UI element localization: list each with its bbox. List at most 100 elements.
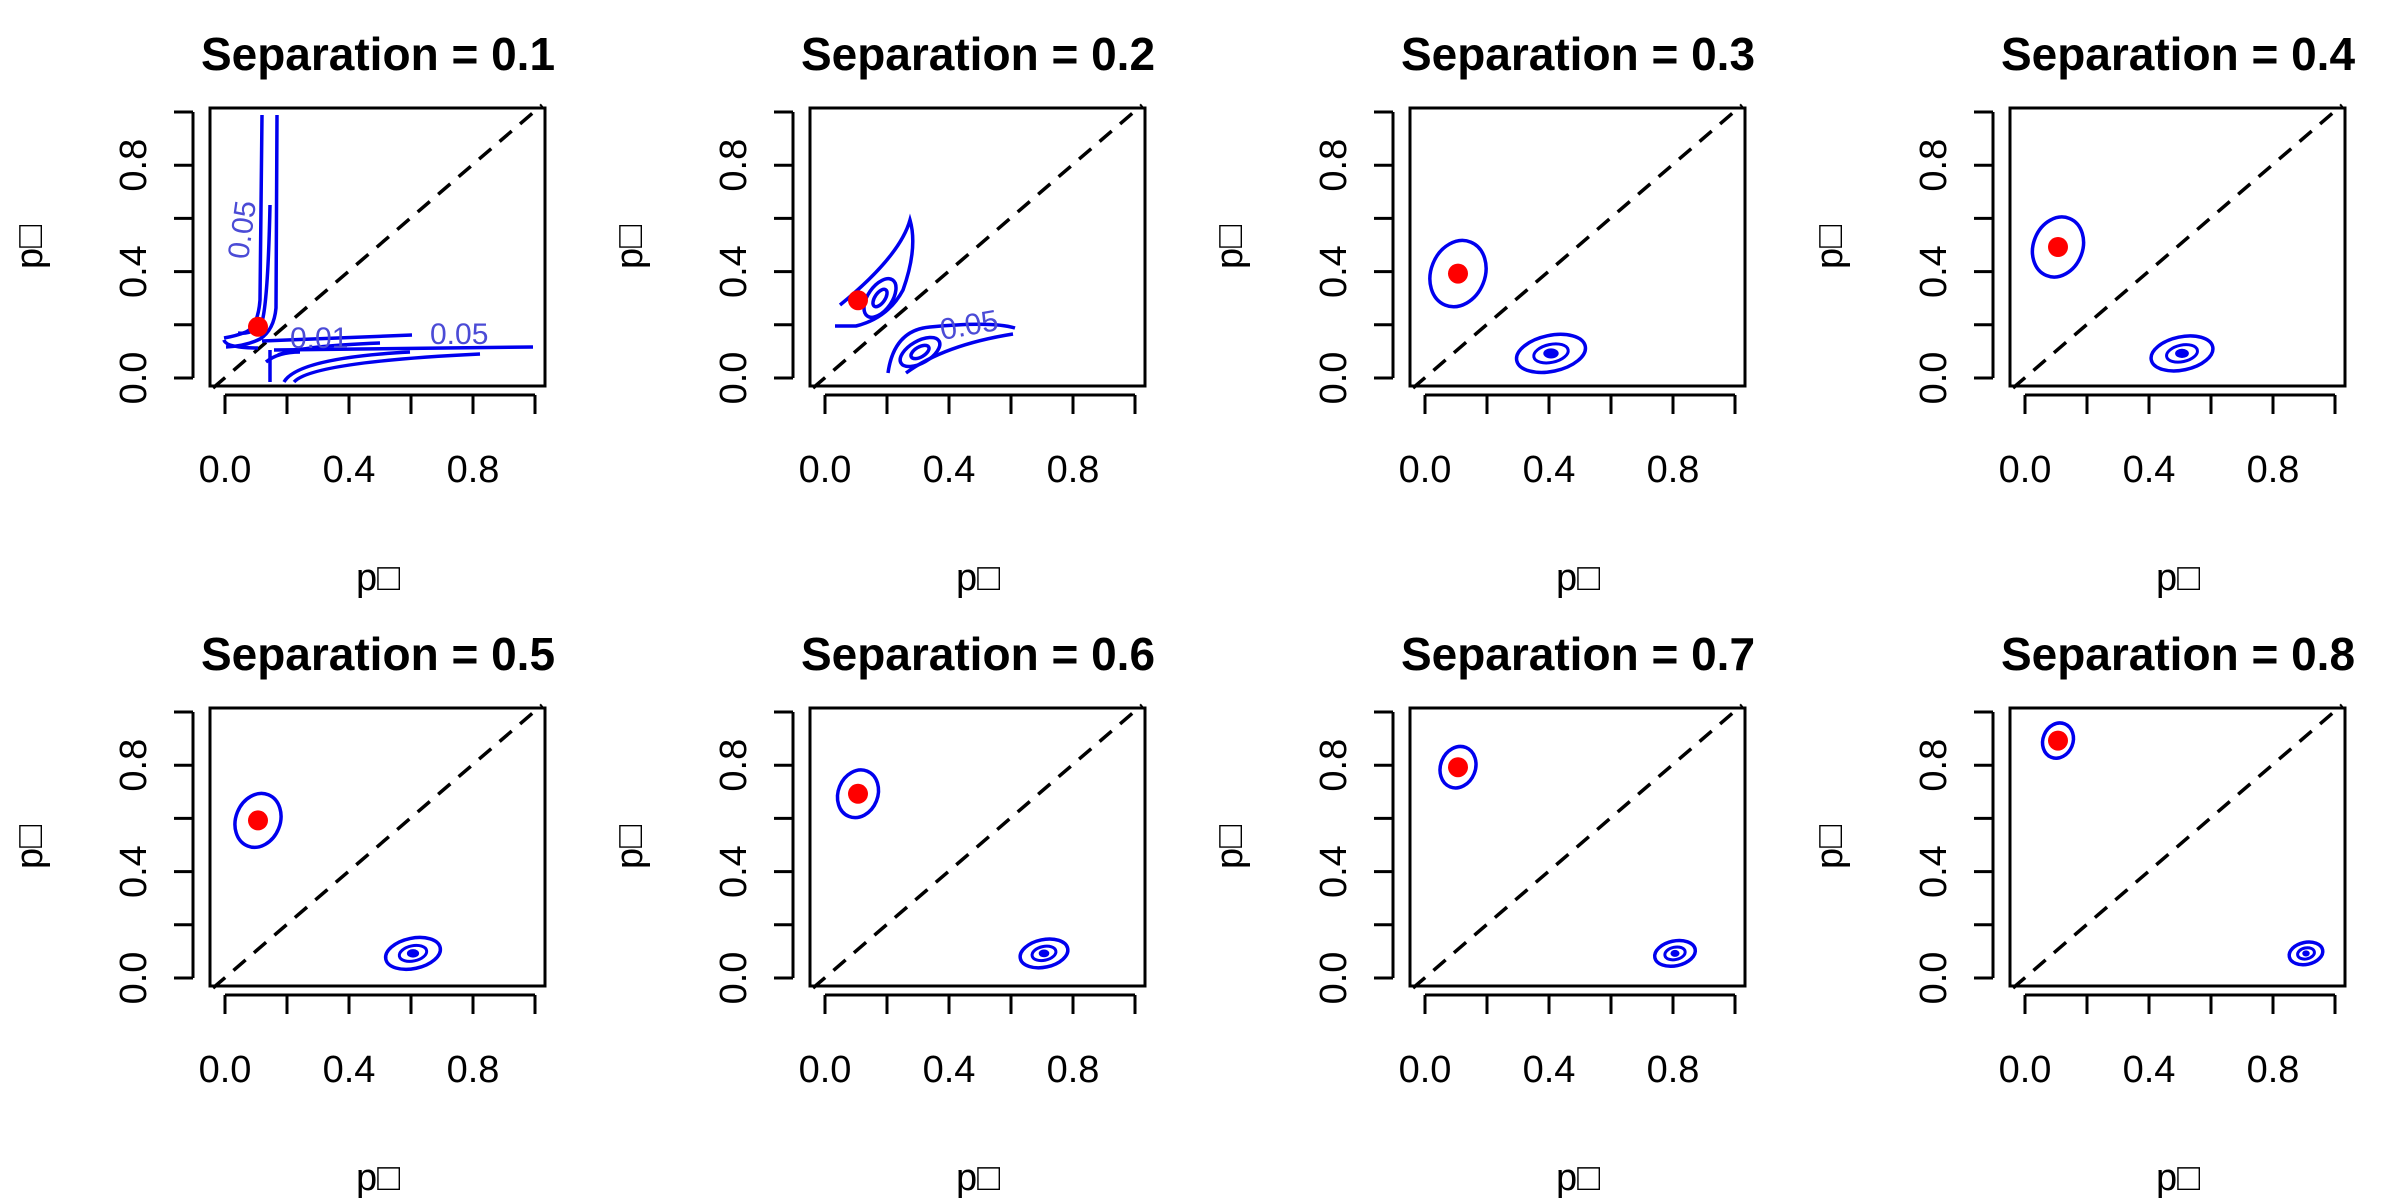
x-tick-label: 0.4	[1523, 449, 1576, 491]
upper-mode-marker	[848, 783, 868, 804]
y-tick-label: 0.4	[1313, 845, 1355, 898]
plot-frame	[2008, 106, 2347, 388]
plot-frame	[208, 106, 547, 388]
upper-mode-contour	[1428, 238, 1488, 309]
x-tick-label: 0.4	[923, 1049, 976, 1091]
x-axis-label: p□	[956, 1157, 1000, 1199]
lower-mode-contour-inner	[2165, 343, 2199, 364]
y-tick-label: 0.8	[1313, 139, 1355, 192]
x-axis-label: p□	[356, 557, 400, 599]
lower-mode-contour-inner	[1663, 945, 1687, 962]
y-tick-label: 0.0	[713, 952, 755, 1005]
x-tick-label: 0.8	[2247, 449, 2300, 491]
y-axis-label: p□	[1209, 225, 1251, 269]
y-tick-label: 0.8	[713, 139, 755, 192]
y-axis-label: p□	[9, 825, 51, 869]
x-tick-label: 0.8	[447, 1049, 500, 1091]
y-tick-label: 0.8	[1313, 739, 1355, 792]
diagonal-reference-line	[2011, 703, 2344, 990]
plot-frame	[1408, 106, 1747, 388]
y-tick-label: 0.0	[1313, 352, 1355, 405]
panel-1: Separation = 0.1 0.0 0.4 0.8 p□ 0.0 0.4 0.8 p□ 0.…	[9, 28, 555, 599]
panel-title: Separation = 0.6	[801, 628, 1155, 680]
lower-mode-contour-inner	[397, 943, 429, 963]
lower-mode-core	[1543, 348, 1559, 359]
x-tick-label: 0.0	[199, 449, 252, 491]
upper-mode-marker	[248, 316, 268, 337]
plot-frame	[2008, 706, 2347, 988]
x-tick-label: 0.4	[923, 449, 976, 491]
y-tick-label: 0.4	[113, 845, 155, 898]
diagonal-reference-line	[1411, 103, 1744, 390]
upper-mode-contour	[1438, 744, 1478, 790]
contour-label: 0.05	[937, 304, 1000, 347]
contour-label: 0.05	[430, 318, 488, 351]
y-tick-label: 0.4	[1313, 245, 1355, 298]
x-tick-label: 0.8	[1047, 1049, 1100, 1091]
contour-line	[282, 350, 411, 384]
x-tick-label: 0.4	[1523, 1049, 1576, 1091]
panel-6: Separation = 0.6 0.0 0.4 0.8 p□ 0.0 0.4 0.8 p□	[609, 628, 1155, 1199]
diagonal-reference-line	[811, 103, 1144, 390]
y-axis-label: p□	[1809, 825, 1851, 869]
y-tick-label: 0.4	[113, 245, 155, 298]
y-tick-label: 0.4	[1913, 245, 1955, 298]
contour-line	[264, 350, 301, 364]
lower-mode-core	[1670, 949, 1680, 957]
contour-line	[898, 335, 942, 369]
y-tick-label: 0.0	[1913, 352, 1955, 405]
lower-mode-contour	[2149, 334, 2215, 373]
x-tick-label: 0.8	[1047, 449, 1100, 491]
panel-title: Separation = 0.4	[2001, 28, 2356, 80]
y-tick-label: 0.8	[113, 139, 155, 192]
lower-mode-core	[2302, 950, 2310, 957]
plot-frame	[808, 706, 1147, 988]
upper-mode-marker	[2048, 730, 2068, 751]
contour-line	[222, 339, 259, 350]
upper-mode-marker	[2048, 237, 2068, 257]
y-tick-label: 0.0	[1313, 952, 1355, 1005]
y-axis-label: p□	[1209, 825, 1251, 869]
x-tick-label: 0.8	[2247, 1049, 2300, 1091]
x-tick-label: 0.4	[323, 449, 376, 491]
upper-mode-contour	[233, 791, 283, 850]
contour-label: 0.05	[222, 199, 263, 261]
panel-7: Separation = 0.7 0.0 0.4 0.8 p□ 0.0 0.4 0.8 p□	[1209, 628, 1755, 1199]
x-tick-label: 0.0	[199, 1049, 252, 1091]
x-axis-label: p□	[1556, 1157, 1600, 1199]
x-axis-label: p□	[356, 1157, 400, 1199]
lower-mode-contour	[1652, 938, 1698, 969]
upper-mode-contour	[835, 768, 881, 820]
x-tick-label: 0.0	[799, 449, 852, 491]
x-tick-label: 0.8	[447, 449, 500, 491]
x-tick-label: 0.4	[2123, 1049, 2176, 1091]
plot-frame	[208, 706, 547, 988]
lower-mode-core	[2175, 348, 2189, 359]
panel-title: Separation = 0.7	[1401, 628, 1755, 680]
lower-mode-contour	[1514, 332, 1588, 375]
upper-mode-contour	[2030, 215, 2086, 279]
y-tick-label: 0.8	[1913, 139, 1955, 192]
contour-line	[862, 276, 898, 320]
upper-mode-marker	[1448, 263, 1468, 284]
panel-3: Separation = 0.3 0.0 0.4 0.8 p□ 0.0 0.4 0.8 p□	[1209, 28, 1755, 599]
upper-mode-marker	[248, 810, 268, 831]
y-axis-label: p□	[1809, 225, 1851, 269]
density-contours	[835, 213, 1016, 375]
y-axis-label: p□	[9, 225, 51, 269]
plot-frame	[1408, 706, 1747, 988]
diagonal-reference-line	[1411, 703, 1744, 990]
panel-2: Separation = 0.2 0.0 0.4 0.8 p□ 0.0 0.4 0.8 p□ 0.…	[609, 28, 1155, 599]
x-axis-label: p□	[956, 557, 1000, 599]
y-tick-label: 0.4	[1913, 845, 1955, 898]
x-axis-label: p□	[2156, 557, 2200, 599]
y-tick-label: 0.4	[713, 845, 755, 898]
lower-mode-contour	[2287, 940, 2325, 967]
lower-mode-core	[406, 949, 420, 958]
y-tick-label: 0.8	[713, 739, 755, 792]
contour-line	[292, 352, 481, 384]
lower-mode-core	[1038, 949, 1050, 958]
diagonal-reference-line	[211, 703, 544, 990]
panel-title: Separation = 0.3	[1401, 28, 1755, 80]
